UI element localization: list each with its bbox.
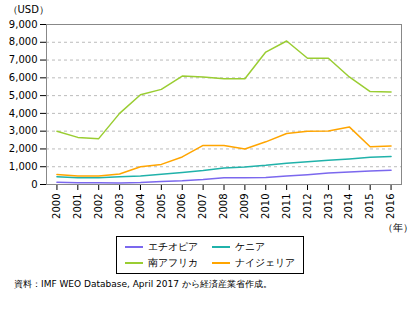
html-text:南アフリカ: 南アフリカ: [147, 257, 198, 268]
svg-text:2,000: 2,000: [9, 143, 38, 154]
svg-text:2000: 2000: [51, 194, 62, 219]
svg-text:7,000: 7,000: [9, 54, 38, 65]
svg-text:5,000: 5,000: [9, 90, 38, 101]
svg-text:2012: 2012: [302, 194, 313, 219]
svg-text:（年）: （年）: [383, 222, 413, 233]
svg-text:2014: 2014: [343, 194, 354, 219]
svg-text:2004: 2004: [135, 194, 146, 219]
html-text:エチオピア: エチオピア: [147, 241, 198, 252]
svg-text:2016: 2016: [385, 194, 396, 219]
svg-text:8,000: 8,000: [9, 36, 38, 47]
svg-text:1,000: 1,000: [9, 161, 38, 172]
svg-text:2008: 2008: [218, 194, 229, 219]
html-text:資料：IMF WEO Database, April 201: 資料：IMF WEO Database, April 2017 から経済産業省作…: [14, 279, 272, 289]
svg-text:6,000: 6,000: [9, 72, 38, 83]
svg-text:9,000: 9,000: [9, 19, 38, 30]
svg-text:2002: 2002: [93, 194, 104, 219]
svg-text:3,000: 3,000: [9, 125, 38, 136]
svg-text:4,000: 4,000: [9, 108, 38, 119]
svg-text:（USD）: （USD）: [8, 4, 49, 15]
svg-text:2015: 2015: [364, 194, 375, 219]
html-text:ナイジェリア: ナイジェリア: [234, 257, 295, 268]
svg-text:2011: 2011: [281, 194, 292, 219]
svg-text:2009: 2009: [239, 194, 250, 219]
svg-text:2003: 2003: [114, 194, 125, 219]
svg-text:2005: 2005: [156, 194, 167, 219]
svg-text:0: 0: [31, 179, 37, 190]
html-text:ケニア: ケニア: [234, 241, 265, 252]
svg-text:2007: 2007: [197, 194, 208, 219]
svg-text:2013: 2013: [323, 194, 334, 219]
svg-text:2001: 2001: [72, 194, 83, 219]
svg-text:2010: 2010: [260, 194, 271, 219]
svg-text:2006: 2006: [176, 194, 187, 219]
